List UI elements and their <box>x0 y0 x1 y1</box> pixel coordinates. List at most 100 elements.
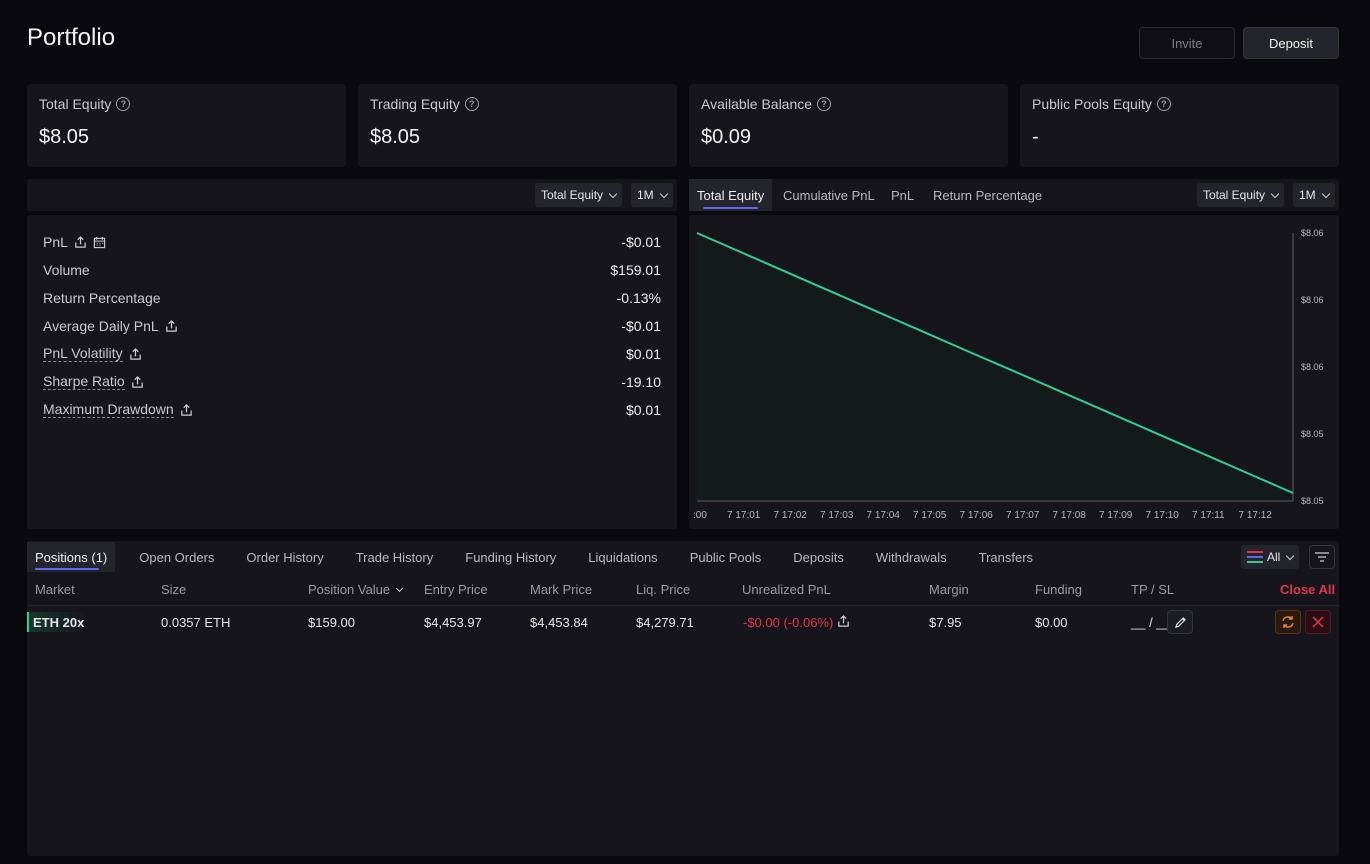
tab-liquidations[interactable]: Liquidations <box>580 542 665 572</box>
card-value: $8.05 <box>39 126 90 148</box>
series-line <box>696 232 1294 494</box>
tab-positions[interactable]: Positions (1) <box>27 542 116 572</box>
tab-label: Total Equity <box>697 187 765 203</box>
chevron-down-icon <box>1270 189 1280 198</box>
card-value: - <box>1032 126 1039 148</box>
dropdown-value: Total Equity <box>1203 188 1266 202</box>
close-position-button[interactable] <box>1305 610 1331 634</box>
tab-label: Transfers <box>978 549 1034 565</box>
tab-transfers[interactable]: Transfers <box>971 542 1041 572</box>
chart-metric-dropdown[interactable]: Total Equity <box>1197 183 1285 207</box>
invite-button[interactable]: Invite <box>1139 27 1235 59</box>
x-tick-label: 7 17:10 <box>1146 510 1180 521</box>
tab-trade-history[interactable]: Trade History <box>348 542 442 572</box>
help-icon[interactable]: ? <box>1156 97 1171 111</box>
stats-metric-dropdown[interactable]: Total Equity <box>535 183 623 207</box>
y-tick-label: $8.06 <box>1301 362 1324 372</box>
stat-value: -$0.01 <box>621 318 661 334</box>
edit-tpsl-button[interactable] <box>1167 610 1193 634</box>
card-value: $0.09 <box>701 126 752 148</box>
market-badge <box>27 612 87 632</box>
stats-range-dropdown[interactable]: 1M <box>631 183 673 207</box>
stat-label[interactable]: Sharpe Ratio <box>43 373 125 390</box>
col-market: Market <box>35 582 75 597</box>
x-tick-label: 7 17:01 <box>727 510 761 521</box>
tab-open-orders[interactable]: Open Orders <box>131 542 222 572</box>
cell-unrealized-pnl: -$0.00 (-0.06%) <box>743 615 834 630</box>
tab-label: PnL <box>891 187 915 203</box>
stat-label: Return Percentage <box>43 290 161 306</box>
public-pools-equity-card: Public Pools Equity? - <box>1020 84 1339 167</box>
stats-panel <box>27 215 677 529</box>
stat-row-sharpe-ratio: Sharpe Ratio -19.10 <box>43 368 661 396</box>
stat-label: Volume <box>43 262 90 278</box>
deposit-button[interactable]: Deposit <box>1243 27 1339 59</box>
layers-icon <box>1247 551 1263 563</box>
stat-row-pnl: PnL -$0.01 <box>43 228 661 256</box>
tab-label: Positions (1) <box>35 549 108 565</box>
col-unrealized-pnl: Unrealized PnL <box>742 582 831 597</box>
share-icon[interactable] <box>180 403 193 417</box>
tab-return-percentage[interactable]: Return Percentage <box>925 179 1050 211</box>
stat-row-return-percentage: Return Percentage -0.13% <box>43 284 661 312</box>
y-tick-label: $8.06 <box>1301 228 1324 238</box>
stat-row-average-daily-pnl: Average Daily PnL -$0.01 <box>43 312 661 340</box>
help-icon[interactable]: ? <box>464 97 479 111</box>
col-position-value[interactable]: Position Value <box>308 582 404 597</box>
x-tick-label: 7 17:12 <box>1239 510 1273 521</box>
tab-pnl[interactable]: PnL <box>883 179 922 211</box>
share-icon[interactable] <box>74 235 87 249</box>
filter-dropdown[interactable]: All <box>1241 545 1300 569</box>
series-area <box>697 233 1293 501</box>
card-label: Available Balance <box>701 96 813 112</box>
tab-label: Return Percentage <box>933 187 1043 203</box>
tab-label: Cumulative PnL <box>783 187 875 203</box>
y-tick-label: $8.05 <box>1301 429 1324 439</box>
tab-deposits[interactable]: Deposits <box>785 542 852 572</box>
tab-public-pools[interactable]: Public Pools <box>682 542 770 572</box>
x-tick-label: 7 17:07 <box>1006 510 1040 521</box>
share-icon[interactable] <box>131 375 144 389</box>
col-size: Size <box>161 582 187 597</box>
x-tick-label: 7 17:03 <box>820 510 854 521</box>
tab-order-history[interactable]: Order History <box>238 542 331 572</box>
tab-funding-history[interactable]: Funding History <box>457 542 564 572</box>
stat-label[interactable]: Maximum Drawdown <box>43 401 174 418</box>
stat-value: $0.01 <box>625 402 661 418</box>
x-tick-label: :00 <box>693 510 707 521</box>
dropdown-value: 1M <box>1299 188 1316 202</box>
stat-value: $159.01 <box>610 262 661 278</box>
calendar-icon[interactable] <box>93 236 106 249</box>
chart-range-dropdown[interactable]: 1M <box>1293 183 1335 207</box>
dropdown-value: All <box>1267 550 1281 564</box>
x-tick-label: 7 17:11 <box>1192 510 1225 521</box>
help-icon[interactable]: ? <box>817 97 832 111</box>
cell-market[interactable]: ETH 20x <box>33 615 85 630</box>
tab-label: Open Orders <box>139 549 215 565</box>
tab-label: Trade History <box>355 549 434 565</box>
help-icon[interactable]: ? <box>116 97 131 111</box>
col-mark-price: Mark Price <box>530 582 593 597</box>
header-divider <box>27 605 1339 606</box>
share-icon[interactable] <box>165 319 178 333</box>
stat-label[interactable]: PnL Volatility <box>43 345 123 362</box>
reverse-position-button[interactable] <box>1275 610 1301 634</box>
share-icon[interactable] <box>129 347 142 361</box>
tab-total-equity[interactable]: Total Equity <box>689 179 773 211</box>
active-tab-indicator <box>35 568 100 570</box>
tab-withdrawals[interactable]: Withdrawals <box>868 542 955 572</box>
positions-panel <box>27 541 1339 856</box>
stat-value: -$0.01 <box>621 234 661 250</box>
tab-label: Public Pools <box>689 549 762 565</box>
x-tick-label: 7 17:09 <box>1099 510 1133 521</box>
tab-cumulative-pnl[interactable]: Cumulative PnL <box>775 179 883 211</box>
col-funding: Funding <box>1035 582 1082 597</box>
tab-label: Funding History <box>465 549 557 565</box>
close-all-button[interactable]: Close All <box>1280 582 1336 597</box>
cell-margin: $7.95 <box>929 615 962 630</box>
share-icon[interactable] <box>837 615 850 628</box>
filter-button[interactable] <box>1309 545 1335 569</box>
total-equity-card: Total Equity? $8.05 <box>27 84 346 167</box>
x-tick-label: 7 17:05 <box>913 510 947 521</box>
stats-list: PnL -$0.01 Volume $159.01 Return Percent… <box>43 228 661 424</box>
